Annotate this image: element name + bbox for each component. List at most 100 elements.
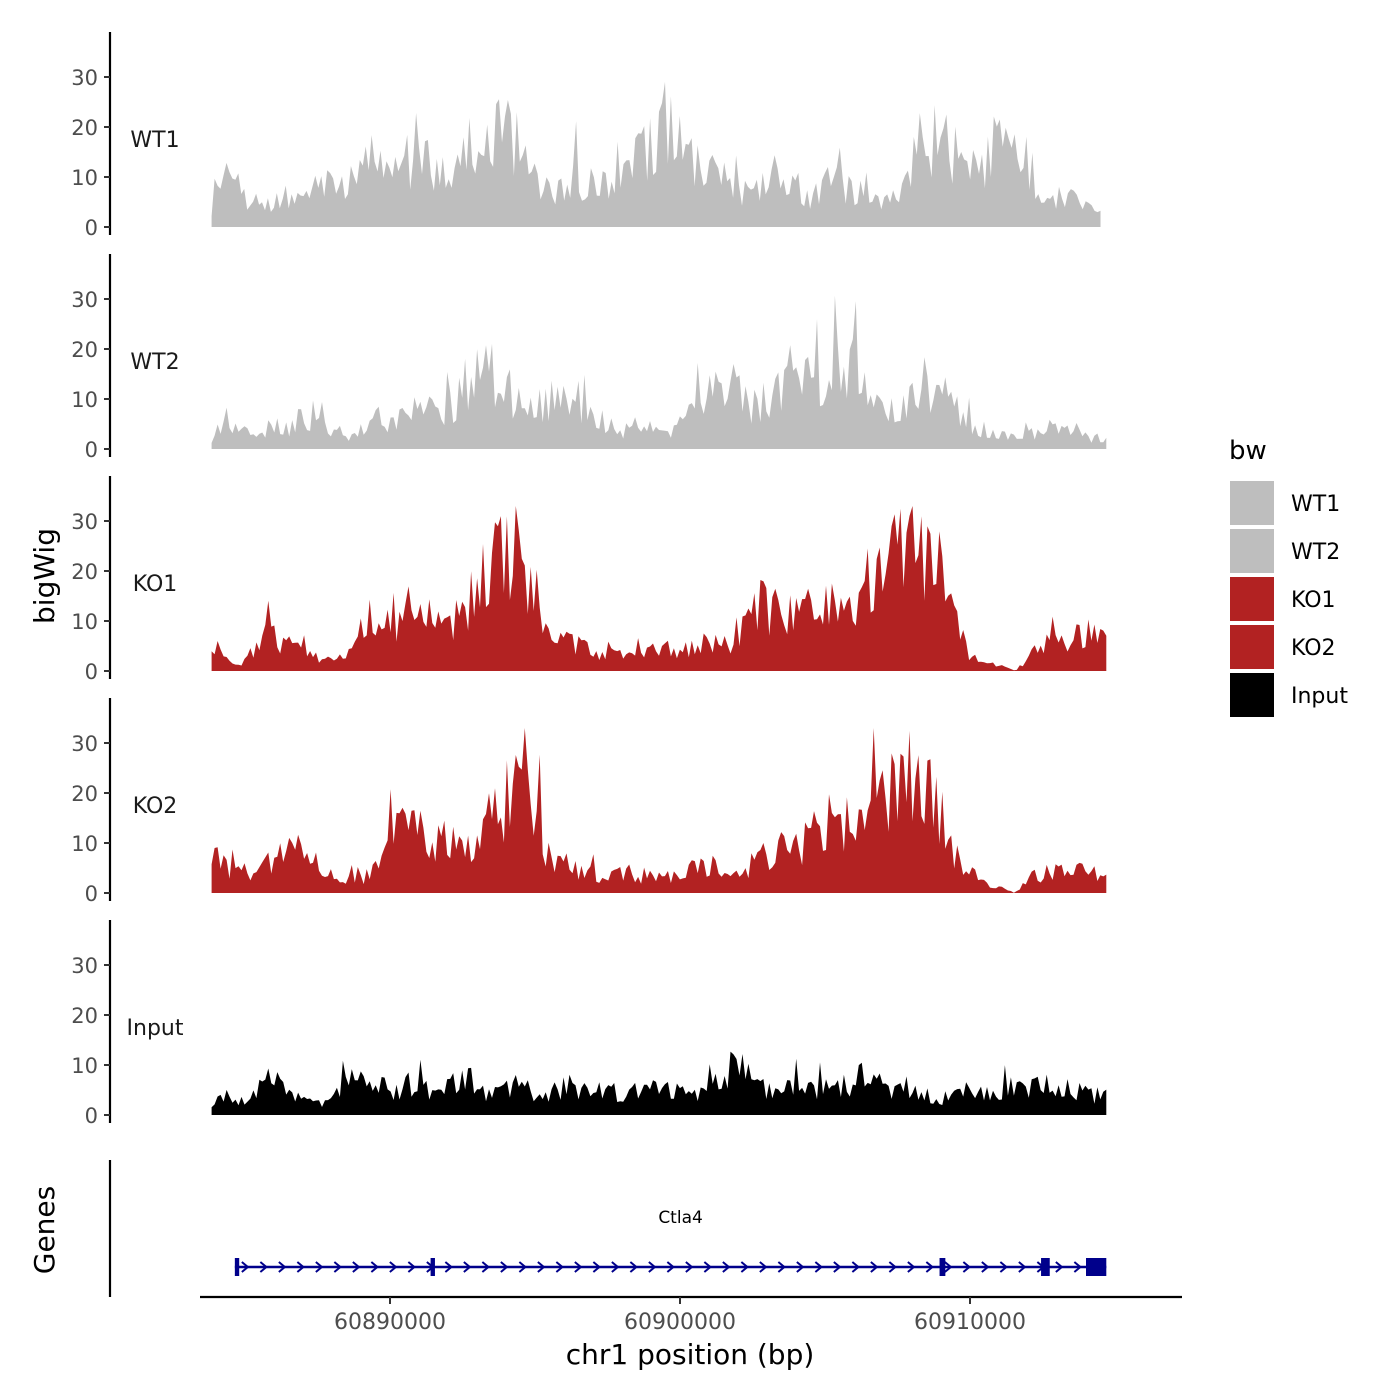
strand-arrow <box>870 1261 879 1273</box>
strand-arrow <box>315 1261 324 1273</box>
strand-arrow <box>333 1261 342 1273</box>
exon <box>430 1258 435 1276</box>
strand-arrow <box>574 1261 583 1273</box>
strand-arrow <box>444 1261 453 1273</box>
y-tick-label: 0 <box>85 882 98 906</box>
strand-arrow <box>389 1261 398 1273</box>
legend-swatch <box>1228 575 1276 623</box>
track-label: WT1 <box>130 128 179 153</box>
exon <box>234 1258 240 1276</box>
strand-arrow <box>796 1261 805 1273</box>
y-tick-label: 30 <box>71 288 98 312</box>
y-tick-label: 0 <box>85 660 98 684</box>
y-tick-label: 20 <box>71 1004 98 1028</box>
strand-arrow <box>740 1261 749 1273</box>
strand-arrow <box>666 1261 675 1273</box>
track-label: KO1 <box>133 572 178 597</box>
strand-arrow <box>648 1261 657 1273</box>
coverage-area-ko1 <box>211 506 1107 671</box>
strand-arrow <box>352 1261 361 1273</box>
gene-track: Genes Ctla4 60890000 60900000 60910000 <box>28 1160 1182 1335</box>
coverage-area-input <box>211 1051 1107 1115</box>
coverage-area-wt2 <box>211 295 1107 449</box>
x-tick-label: 60890000 <box>334 1310 446 1335</box>
coverage-area-wt1 <box>211 81 1101 228</box>
strand-arrow <box>500 1261 509 1273</box>
strand-arrow <box>777 1261 786 1273</box>
strand-arrow <box>518 1261 527 1273</box>
legend-swatch <box>1228 479 1276 527</box>
strand-arrow <box>703 1261 712 1273</box>
y-tick-label: 20 <box>71 116 98 140</box>
strand-arrow <box>925 1261 934 1273</box>
y-tick-label: 30 <box>71 66 98 90</box>
track-input: 0 10 20 30 Input <box>71 920 1107 1128</box>
y-tick-label: 10 <box>71 1054 98 1078</box>
coverage-tracks: 0 10 20 30 WT1 0 10 20 30 WT2 0 10 20 30 KO1 0 10 20 30 KO2… <box>71 32 1107 1128</box>
exon <box>1086 1258 1107 1276</box>
strand-arrow <box>999 1261 1008 1273</box>
strand-arrow <box>481 1261 490 1273</box>
legend-swatch <box>1228 527 1276 575</box>
strand-arrow <box>962 1261 971 1273</box>
track-wt1: 0 10 20 30 WT1 <box>71 32 1101 240</box>
strand-arrow <box>259 1261 268 1273</box>
legend-label: Input <box>1291 684 1348 709</box>
strand-arrow <box>463 1261 472 1273</box>
y-tick-label: 20 <box>71 560 98 584</box>
strand-arrow <box>685 1261 694 1273</box>
strand-arrow <box>241 1261 250 1273</box>
y-tick-label: 10 <box>71 832 98 856</box>
legend-label: WT2 <box>1291 540 1340 565</box>
gene-track-label: Genes <box>28 1186 61 1274</box>
strand-arrow <box>1073 1261 1082 1273</box>
strand-arrow <box>296 1261 305 1273</box>
coverage-area-ko2 <box>211 728 1107 893</box>
strand-arrow <box>907 1261 916 1273</box>
y-tick-label: 30 <box>71 954 98 978</box>
y-tick-label: 10 <box>71 388 98 412</box>
y-tick-label: 20 <box>71 338 98 362</box>
x-tick-label: 60910000 <box>914 1310 1026 1335</box>
exon <box>1041 1258 1050 1276</box>
track-label: Input <box>127 1016 184 1041</box>
strand-arrow <box>370 1261 379 1273</box>
strand-arrow <box>629 1261 638 1273</box>
x-tick-label: 60900000 <box>624 1310 736 1335</box>
strand-arrow <box>759 1261 768 1273</box>
track-ko2: 0 10 20 30 KO2 <box>71 698 1107 906</box>
track-ko1: 0 10 20 30 KO1 <box>71 476 1107 684</box>
y-tick-label: 10 <box>71 166 98 190</box>
legend-title: bw <box>1229 436 1267 466</box>
y-axis-title: bigWig <box>28 528 61 624</box>
strand-arrow <box>1055 1261 1064 1273</box>
strand-arrow <box>944 1261 953 1273</box>
y-tick-label: 20 <box>71 782 98 806</box>
strand-arrow <box>981 1261 990 1273</box>
strand-arrow <box>722 1261 731 1273</box>
y-tick-label: 0 <box>85 438 98 462</box>
strand-arrow <box>1018 1261 1027 1273</box>
y-tick-label: 0 <box>85 216 98 240</box>
strand-arrow <box>537 1261 546 1273</box>
x-axis-title: chr1 position (bp) <box>566 1338 815 1371</box>
strand-arrow <box>407 1261 416 1273</box>
legend-swatch <box>1228 671 1276 719</box>
strand-arrow <box>851 1261 860 1273</box>
strand-arrow <box>833 1261 842 1273</box>
track-label: WT2 <box>130 350 179 375</box>
legend-label: WT1 <box>1291 492 1340 517</box>
y-tick-label: 0 <box>85 1104 98 1128</box>
legend-label: KO2 <box>1291 636 1336 661</box>
exon <box>939 1258 946 1276</box>
track-wt2: 0 10 20 30 WT2 <box>71 254 1107 462</box>
track-label: KO2 <box>133 794 178 819</box>
legend-swatch <box>1228 623 1276 671</box>
strand-arrow <box>278 1261 287 1273</box>
y-tick-label: 30 <box>71 510 98 534</box>
strand-arrow <box>611 1261 620 1273</box>
y-tick-label: 30 <box>71 732 98 756</box>
gene-name: Ctla4 <box>658 1208 703 1228</box>
y-tick-label: 10 <box>71 610 98 634</box>
